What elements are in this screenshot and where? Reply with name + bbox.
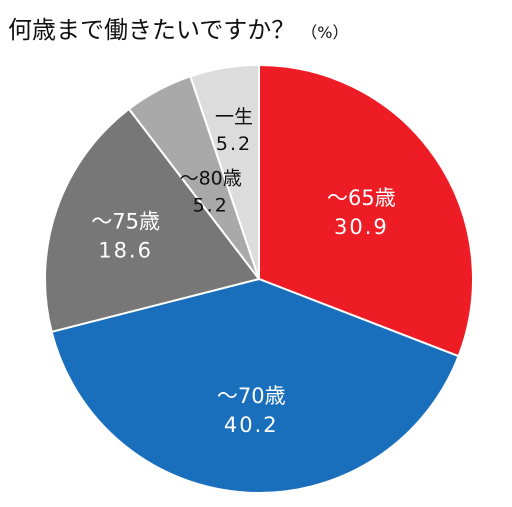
pie-slice <box>50 277 460 494</box>
pie-slice <box>258 63 474 358</box>
slice-value-label: 30.9 <box>334 215 389 239</box>
slice-category-label: ～80歳 <box>180 167 242 189</box>
chart-title: 何歳まで働きたいですか？ （%） <box>8 10 349 45</box>
pie-slice <box>44 107 261 334</box>
pie-slices <box>44 63 474 494</box>
slice-value-label: 40.2 <box>224 413 279 437</box>
slice-category-label: ～75歳 <box>91 210 160 234</box>
pie-slice <box>189 63 260 280</box>
slice-category-label: 一生 <box>215 106 253 128</box>
pie-labels: ～65歳 30.9 ～70歳 40.2 ～75歳 18.6 ～80歳 5.2 一生 5.2 <box>91 106 396 437</box>
slice-category-label: ～70歳 <box>217 384 286 408</box>
chart-title-text: 何歳まで働きたいですか？ <box>8 16 296 44</box>
slice-value-label: 18.6 <box>98 239 153 263</box>
slice-value-label: 5.2 <box>216 133 252 155</box>
slice-category-label: ～65歳 <box>327 186 396 210</box>
slice-value-label: 5.2 <box>193 194 229 216</box>
chart-unit: （%） <box>301 23 349 42</box>
